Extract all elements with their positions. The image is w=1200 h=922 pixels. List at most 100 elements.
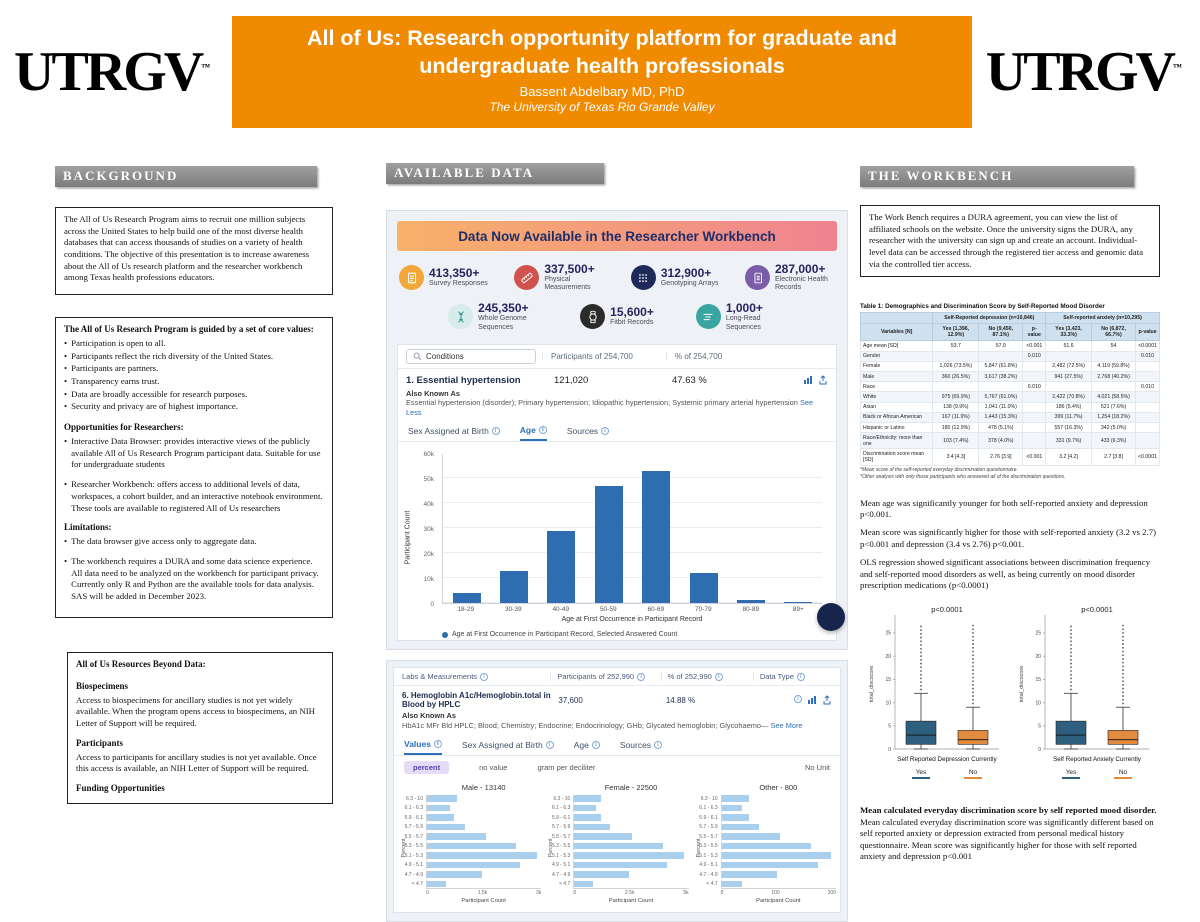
resources-box: All of Us Resources Beyond Data: Biospec… [67, 651, 333, 804]
info-icon[interactable]: i [654, 740, 663, 749]
table-cell: 557 (16.3%) [1045, 421, 1092, 434]
table-cell: 2.7 [3.8] [1090, 448, 1137, 466]
table-cell: 1,026 (73.5%) [932, 360, 980, 373]
hist-bar [574, 842, 663, 850]
conditions-search-field[interactable]: Conditions [406, 348, 536, 364]
info-icon[interactable]: i [637, 672, 646, 681]
stat-value: 287,000+ [775, 262, 826, 276]
bullet-item: • Participants are partners. [64, 363, 324, 375]
histogram-x-ticks: 0 2.5k 5k [573, 890, 688, 896]
age-bar-50-59 [594, 485, 623, 604]
histogram-x-ticks: 0 100 200 [721, 890, 836, 896]
help-fab-button[interactable] [817, 603, 845, 632]
hist-bar [427, 814, 455, 821]
table-cell [1090, 381, 1137, 393]
unit-chip-percent[interactable]: percent [404, 760, 450, 774]
table-row: Discrimination score mean [SD] 3.4 [4.3] 2… [859, 448, 1160, 466]
age-y-tick: 0 [430, 600, 434, 608]
table-cell: 53.7 [932, 340, 980, 352]
tab-sources[interactable]: Sources i [567, 425, 610, 441]
also-known-as-label: Also Known As [402, 711, 456, 721]
table-cell [978, 381, 1024, 393]
lab-percent: 14.88 % [665, 695, 696, 705]
tab-age[interactable]: Age i [519, 425, 547, 442]
table-cell: Male [859, 370, 934, 383]
export-icon[interactable] [818, 375, 828, 385]
see-more-link[interactable]: See More [770, 721, 803, 731]
stats-row-1: 413,350+ Survey Responses 337,500+ Physica… [397, 262, 837, 292]
bullet-text: Security and privacy are of highest impo… [71, 401, 238, 412]
hist-bar [427, 880, 446, 888]
genotyping-array-icon [630, 265, 656, 291]
info-icon[interactable]: i [601, 427, 610, 436]
table-cell: 0.010 [1022, 381, 1047, 393]
info-icon[interactable]: i [480, 672, 489, 681]
info-icon[interactable]: i [491, 427, 500, 436]
hist-bin-label: 5.5 - 5.7 [699, 833, 718, 840]
hist-row: 6.1 - 6.3 [545, 804, 688, 813]
svg-text:15: 15 [885, 678, 891, 684]
table-cell [1135, 391, 1160, 403]
tab-sex-assigned-at-birth[interactable]: Sex Assigned at Birth i [408, 425, 500, 441]
info-icon[interactable]: i [545, 740, 554, 749]
hist-row: 5.3 - 5.5 [693, 842, 836, 851]
unit-label-no-unit[interactable]: No Unit [804, 762, 830, 772]
bar-chart-icon[interactable] [803, 375, 813, 385]
unit-label-no-value: no value [479, 762, 508, 772]
table-cell: 167 (11.9%) [932, 411, 980, 423]
table-row: Hispanic or Latino 180 (12.9%) 478 (5.1%) 5… [859, 421, 1160, 434]
stat-label: Genotyping Arrays [660, 280, 719, 288]
see-less-link[interactable]: See Less [406, 398, 814, 417]
tab-age[interactable]: Age i [574, 739, 600, 755]
info-icon[interactable]: i [794, 695, 802, 704]
unit-selector-row: percent no value gram per deciliter No U… [394, 756, 840, 779]
info-icon[interactable]: i [714, 672, 723, 681]
info-icon[interactable]: i [538, 426, 547, 435]
hist-x-tick: 0 [573, 890, 577, 897]
labs-participants-header: Participants of 252,990 [557, 672, 635, 682]
poster-author: Bassent Abdelbary MD, PhD [519, 83, 685, 99]
table-cell: 57.9 [978, 340, 1024, 352]
dna-icon [448, 304, 474, 330]
hist-row: 5.3 - 5.5 [545, 842, 688, 851]
bar-chart-icon[interactable] [807, 695, 817, 705]
table-row: Race/Ethnicity: more than one 103 (7.4%) 3… [859, 432, 1160, 450]
age-chart-legend: Age at First Occurrence in Participant R… [398, 627, 836, 640]
table-cell: <0.0001 [1135, 340, 1160, 352]
table-cell: 1,041 (11.0%) [978, 401, 1024, 413]
age-y-tick: 40k [423, 500, 434, 508]
lab-row-hemoglobin-a1c[interactable]: 6. Hemoglobin A1c/Hemoglobin.total in Bl… [394, 686, 840, 711]
stat-label: Whole Genome Sequences [478, 315, 527, 331]
hist-bar [427, 861, 520, 869]
participants-text: Access to participants for ancillary stu… [76, 751, 317, 774]
stat-value: 15,600+ [610, 305, 654, 320]
bullet-item: • The workbench requires a DURA and some … [64, 556, 324, 603]
table-cell: Age mean [SD] [859, 340, 934, 352]
also-known-as-text: HbA1c MFr Bld HPLC; Blood; Chemistry; En… [402, 721, 769, 731]
tab-values[interactable]: Values i [404, 739, 442, 755]
info-icon[interactable]: i [591, 740, 600, 749]
tab-sources[interactable]: Sources i [620, 739, 663, 755]
svg-text:20: 20 [1035, 654, 1041, 660]
hist-row: 5.1 - 5.3 [693, 851, 836, 860]
labs-card: Labs & Measurements i Participants of 252… [393, 667, 841, 914]
labs-column-header: Labs & Measurements [402, 672, 478, 682]
hist-bar [427, 804, 451, 812]
data-browser-screenshot: Data Now Available in the Researcher Wor… [386, 210, 848, 651]
info-icon[interactable]: i [433, 739, 442, 748]
condition-row-essential-hypertension[interactable]: 1. Essential hypertension 121,020 47.63 … [398, 369, 836, 389]
info-icon[interactable]: i [796, 672, 805, 681]
hist-row: 5.5 - 5.7 [693, 832, 836, 841]
svg-text:5: 5 [1038, 724, 1041, 730]
available-data-heading: AVAILABLE DATA [386, 163, 604, 184]
hist-bin-label: 5.1 - 5.3 [404, 852, 423, 859]
findings-text: Mean age was significantly younger for b… [860, 498, 1160, 592]
age-x-tick: 80-89 [742, 606, 760, 614]
trademark-symbol: ™ [201, 62, 211, 72]
unit-label-gram-per-deciliter[interactable]: gram per deciliter [537, 762, 596, 772]
stat-value: 245,350+ [478, 301, 529, 316]
stat-survey-responses: 413,350+ Survey Responses [399, 263, 488, 292]
tab-sex-assigned-at-birth[interactable]: Sex Assigned at Birth i [462, 739, 554, 755]
export-icon[interactable] [822, 695, 832, 705]
table-cell: 103 (7.4%) [932, 432, 980, 450]
